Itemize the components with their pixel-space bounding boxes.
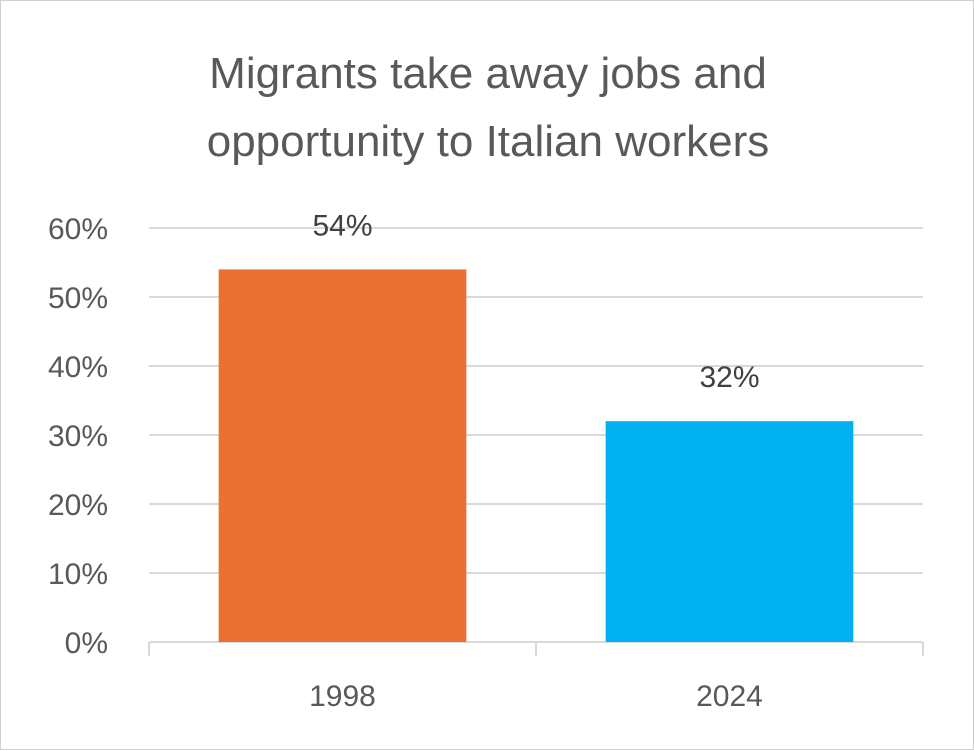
data-label: 54% — [312, 209, 372, 242]
data-label: 32% — [699, 361, 759, 394]
bar-1998 — [218, 269, 467, 642]
chart-title-line-2: opportunity to Italian workers — [207, 117, 770, 166]
data-labels: 54% 32% — [312, 209, 759, 394]
chart-title: Migrants take away jobs and opportunity … — [207, 49, 770, 166]
chart-title-line-1: Migrants take away jobs and — [209, 49, 767, 98]
x-axis-tick-labels: 1998 2024 — [309, 680, 763, 713]
y-tick-label: 50% — [48, 282, 108, 315]
x-tick-label: 2024 — [696, 680, 763, 713]
x-tick-label: 1998 — [309, 680, 376, 713]
x-axis — [148, 641, 924, 656]
bar-2024 — [605, 421, 854, 642]
y-axis-tick-labels: 0% 10% 20% 30% 40% 50% 60% — [48, 213, 108, 660]
y-tick-label: 60% — [48, 213, 108, 246]
y-tick-label: 0% — [65, 627, 108, 660]
y-tick-label: 20% — [48, 489, 108, 522]
y-tick-label: 10% — [48, 558, 108, 591]
y-tick-label: 30% — [48, 420, 108, 453]
bars — [218, 269, 854, 642]
y-tick-label: 40% — [48, 351, 108, 384]
